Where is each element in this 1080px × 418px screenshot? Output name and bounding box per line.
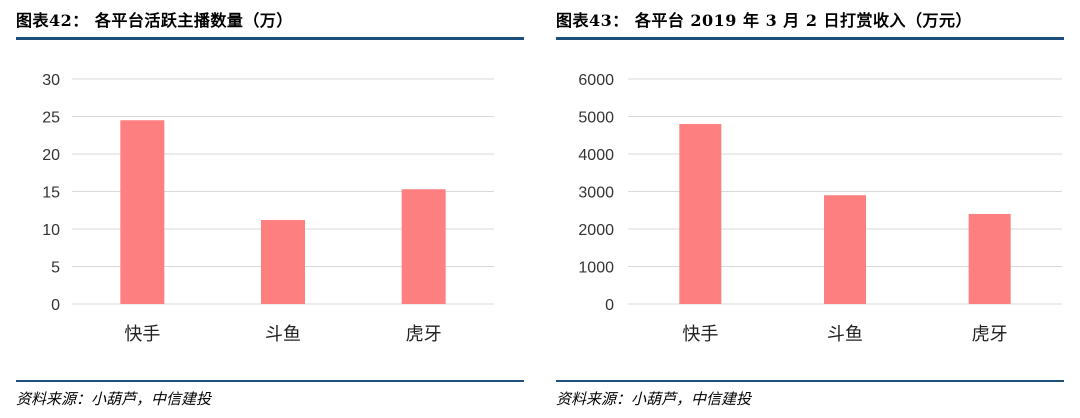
- x-category-label: 快手: [124, 324, 160, 345]
- bar: [401, 189, 446, 304]
- source-rule: [16, 380, 524, 382]
- x-category-label: 斗鱼: [827, 324, 863, 345]
- y-tick-label: 1000: [578, 260, 614, 277]
- y-tick-label: 5: [51, 260, 60, 277]
- bar: [968, 214, 1011, 304]
- x-category-label: 快手: [682, 324, 718, 345]
- y-tick-label: 15: [42, 185, 60, 202]
- x-category-label: 虎牙: [972, 324, 1008, 345]
- bar: [824, 195, 866, 304]
- y-tick-label: 2000: [578, 222, 614, 239]
- x-category-label: 虎牙: [406, 324, 442, 345]
- y-tick-label: 5000: [578, 110, 614, 127]
- title-rule: [556, 37, 1064, 40]
- source-note: 资料来源：小葫芦，中信建投: [556, 390, 752, 408]
- chart-title: 图表43： 各平台 2019 年 3 月 2 日打赏收入（万元）: [556, 11, 973, 30]
- bar-chart-tip-revenue: 0 1000 2000 3000 4000 5000 6000 快手 斗鱼 虎牙: [578, 72, 1062, 345]
- chart-title: 图表42： 各平台活跃主播数量（万）: [16, 11, 293, 30]
- y-tick-label: 4000: [578, 147, 614, 164]
- y-tick-label: 6000: [578, 72, 614, 89]
- y-tick-label: 30: [42, 72, 60, 89]
- y-tick-label: 10: [42, 222, 60, 239]
- chart-panel-right: 图表43： 各平台 2019 年 3 月 2 日打赏收入（万元） 0 1000 20…: [556, 0, 1064, 418]
- bar: [261, 220, 305, 304]
- y-tick-label: 0: [51, 297, 60, 314]
- bar-chart-active-streamers: 0 5 10 15 20 25 30 快手 斗鱼 虎牙: [42, 72, 494, 345]
- bar: [679, 124, 722, 304]
- x-category-label: 斗鱼: [265, 324, 301, 345]
- chart-panel-left: 图表42： 各平台活跃主播数量（万） 0 5 10 15 20 25 30 快手 斗鱼 虎牙 资料…: [16, 0, 524, 418]
- source-rule: [556, 380, 1064, 382]
- source-note: 资料来源：小葫芦，中信建投: [16, 390, 212, 408]
- bar: [120, 120, 165, 304]
- y-tick-label: 25: [42, 110, 60, 127]
- y-tick-label: 3000: [578, 185, 614, 202]
- y-tick-label: 20: [42, 147, 60, 164]
- y-tick-label: 0: [605, 297, 614, 314]
- title-rule: [16, 37, 524, 40]
